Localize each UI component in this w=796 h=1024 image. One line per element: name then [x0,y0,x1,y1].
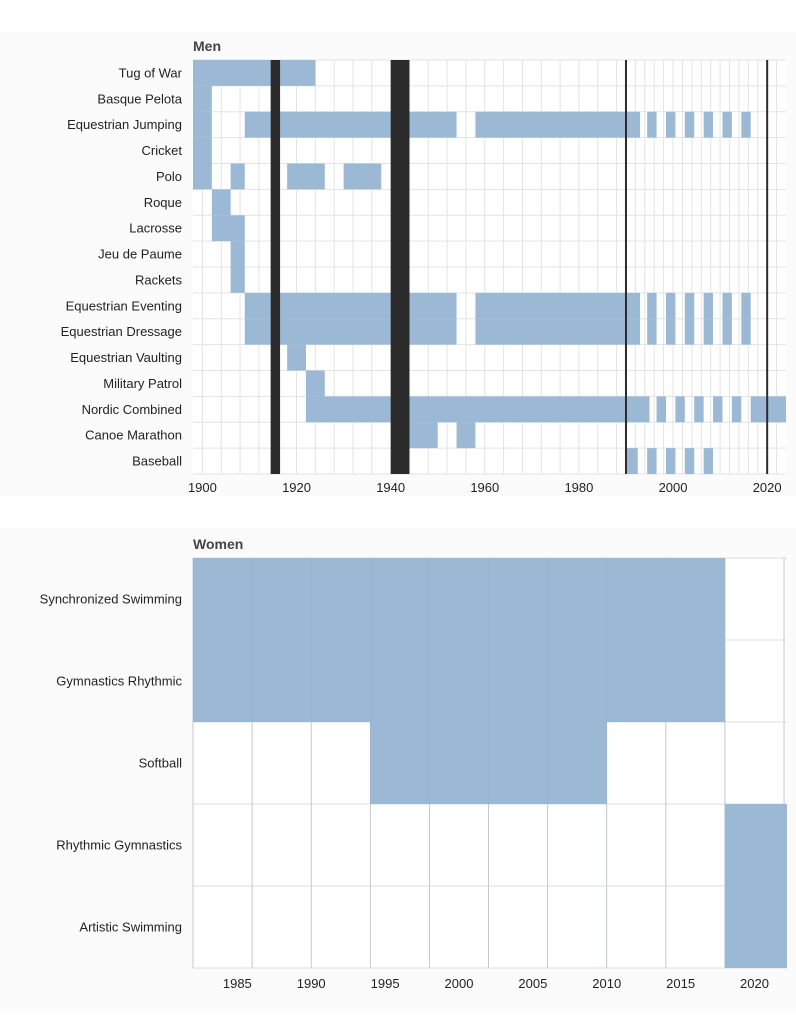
men-cell-tug-of-war [193,60,316,86]
men-cell-equestrian-dressage [647,318,657,345]
women-x-tick-1990: 1990 [297,976,326,991]
men-row-label-canoe-marathon: Canoe Marathon [85,428,182,443]
men-cell-equestrian-eventing [703,292,714,319]
men-cell-equestrian-jumping [665,111,676,138]
men-row-label-equestrian-jumping: Equestrian Jumping [67,117,182,132]
men-cell-equestrian-dressage [741,318,751,345]
men-cell-nordic-combined [694,396,704,423]
men-row-label-military-patrol: Military Patrol [103,376,182,391]
men-cell-equestrian-jumping [193,111,212,138]
women-x-tick-2015: 2015 [666,976,695,991]
men-row-label-equestrian-dressage: Equestrian Dressage [61,324,182,339]
men-row-label-cricket: Cricket [142,143,183,158]
women-chart-title: Women [193,536,243,552]
men-x-tick-1980: 1980 [564,480,593,495]
men-cell-roque [211,189,231,216]
men-cell-baseball [703,448,714,474]
men-war-bar [390,60,410,474]
men-x-tick-1900: 1900 [188,480,217,495]
men-cell-equestrian-dressage [665,318,676,345]
women-x-tick-2020: 2020 [740,976,769,991]
men-row-label-equestrian-vaulting: Equestrian Vaulting [70,350,182,365]
men-row-label-lacrosse: Lacrosse [129,221,182,236]
men-cell-jeu-de-paume [230,241,245,267]
men-cell-equestrian-vaulting [287,344,306,371]
women-x-tick-2010: 2010 [592,976,621,991]
men-cell-polo [193,163,212,190]
men-x-tick-1960: 1960 [470,480,499,495]
men-row-label-nordic-combined: Nordic Combined [82,402,182,417]
men-row-label-rackets: Rackets [135,272,182,287]
women-cell-artistic-swimming [724,886,787,968]
men-cell-equestrian-eventing [665,292,676,319]
men-cell-equestrian-eventing [475,292,641,319]
men-x-tick-2020: 2020 [753,480,782,495]
men-cell-nordic-combined [750,396,786,423]
women-x-tick-1995: 1995 [371,976,400,991]
men-cell-canoe-marathon [456,422,476,449]
men-cell-polo [343,163,382,190]
men-cell-equestrian-dressage [703,318,714,345]
men-x-tick-2000: 2000 [659,480,688,495]
men-cell-baseball [684,448,695,474]
men-cell-nordic-combined [713,396,723,423]
men-cell-equestrian-dressage [684,318,695,345]
men-cell-nordic-combined [305,396,650,423]
women-chart-panel: Synchronized Swimming Gymnastics Rhythmic… [0,528,796,1010]
men-cell-equestrian-eventing [722,292,732,319]
men-row-label-roque: Roque [144,195,182,210]
men-cell-nordic-combined [731,396,742,423]
men-cell-equestrian-jumping [722,111,732,138]
women-cell-rhythmic-gymnastics [724,804,787,886]
men-row-label-polo: Polo [156,169,182,184]
men-cell-equestrian-jumping [684,111,695,138]
men-chart: Tug of War Basque Pelota Equestrian Jumpin… [61,38,786,495]
men-cell-nordic-combined [656,396,666,423]
men-cell-equestrian-eventing [741,292,751,319]
men-cell-canoe-marathon [409,422,438,449]
men-cell-baseball [665,448,676,474]
men-cell-military-patrol [305,370,325,397]
women-cell-synchronized-swimming [193,558,725,640]
women-chart: Synchronized Swimming Gymnastics Rhythmic… [40,536,787,991]
women-row-label-gymnastics-rhythmic: Gymnastics Rhythmic [56,674,182,689]
men-cell-baseball [647,448,657,474]
women-x-tick-1985: 1985 [223,976,252,991]
women-row-label-softball: Softball [139,756,182,771]
men-cell-equestrian-jumping [703,111,714,138]
men-cell-polo [230,163,245,190]
men-x-tick-1920: 1920 [282,480,311,495]
women-cell-gymnastics-rhythmic [193,640,725,722]
men-cell-polo [287,163,325,190]
men-row-label-jeu-de-paume: Jeu de Paume [98,247,182,262]
men-cell-equestrian-eventing [647,292,657,319]
men-cell-equestrian-jumping [741,111,751,138]
women-row-label-rhythmic-gymnastics: Rhythmic Gymnastics [56,838,182,853]
men-row-label-equestrian-eventing: Equestrian Eventing [66,298,182,313]
men-cell-basque-pelota [193,85,212,112]
men-cell-equestrian-dressage [722,318,732,345]
men-x-tick-1940: 1940 [376,480,405,495]
men-cell-lacrosse [211,215,245,242]
men-cell-cricket [193,137,212,164]
men-row-label-basque-pelota: Basque Pelota [97,91,182,106]
women-x-tick-2005: 2005 [518,976,547,991]
men-row-label-tug-of-war: Tug of War [119,65,183,80]
men-cell-equestrian-eventing [684,292,695,319]
men-cell-equestrian-dressage [475,318,641,345]
women-row-label-synchronized-swimming: Synchronized Swimming [40,592,182,607]
men-chart-title: Men [193,38,221,54]
men-cell-rackets [230,267,245,293]
men-row-label-baseball: Baseball [132,454,182,469]
men-chart-panel: Tug of War Basque Pelota Equestrian Jumpin… [0,32,796,496]
women-row-label-artistic-swimming: Artistic Swimming [79,920,182,935]
men-war-bar [270,60,281,474]
men-cell-baseball [625,448,638,474]
men-cell-equestrian-jumping [647,111,657,138]
men-cell-nordic-combined [675,396,685,423]
men-cell-equestrian-jumping [475,111,641,138]
women-x-tick-2000: 2000 [445,976,474,991]
